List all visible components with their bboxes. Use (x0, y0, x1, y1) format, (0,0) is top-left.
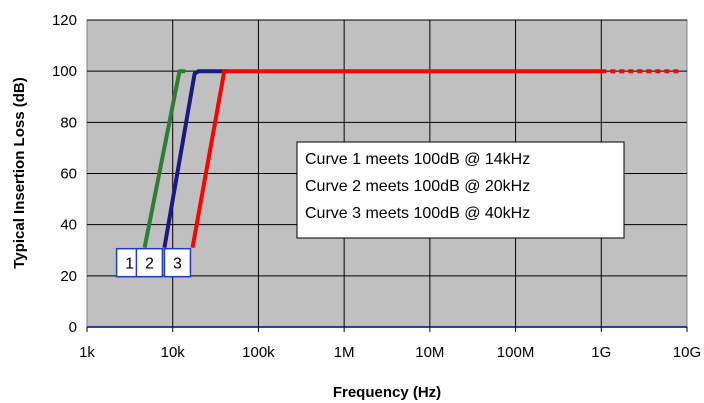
series-3-label-box (163, 247, 192, 278)
x-tick-labels: 1k 10k 100k 1M 10M 100M 1G 10G (79, 344, 701, 361)
y-axis-title: Typical Insertion Loss (dB) (11, 77, 28, 268)
y-tick-label: 40 (60, 217, 77, 234)
y-tick-label: 80 (60, 114, 77, 131)
x-tick-label: 10k (161, 344, 186, 361)
series-2-label-box (135, 247, 164, 278)
x-axis-title: Frequency (Hz) (333, 384, 441, 401)
annotation-box: Curve 1 meets 100dB @ 14kHz Curve 2 meet… (296, 141, 625, 239)
y-tick-label: 20 (60, 268, 77, 285)
x-tick-label: 1M (334, 344, 355, 361)
annotation-curve-3: Curve 3 meets 100dB @ 40kHz (305, 205, 530, 222)
series-2-line (162, 69, 229, 249)
series-3-label: 3 (173, 256, 182, 273)
x-tick-label: 10G (673, 344, 701, 361)
series-lines (142, 69, 679, 249)
y-tick-labels: 0 20 40 60 80 100 120 (52, 12, 77, 336)
x-tick-label: 100k (242, 344, 275, 361)
x-tick-label: 1G (591, 344, 611, 361)
x-tick-label: 100M (497, 344, 535, 361)
annotation-curve-2: Curve 2 meets 100dB @ 20kHz (305, 178, 530, 195)
series-1-line (142, 69, 186, 249)
y-tick-label: 0 (69, 319, 77, 336)
series-2-label: 2 (145, 256, 154, 273)
x-tick-label: 1k (79, 344, 95, 361)
y-tick-label: 100 (52, 63, 77, 80)
x-tick-label: 10M (415, 344, 444, 361)
y-tick-label: 120 (52, 12, 77, 29)
series-1-label: 1 (125, 256, 134, 273)
series-3-line (190, 69, 602, 249)
annotation-box-frame (296, 141, 625, 239)
annotation-curve-1: Curve 1 meets 100dB @ 14kHz (305, 151, 530, 168)
y-tick-label: 60 (60, 166, 77, 183)
